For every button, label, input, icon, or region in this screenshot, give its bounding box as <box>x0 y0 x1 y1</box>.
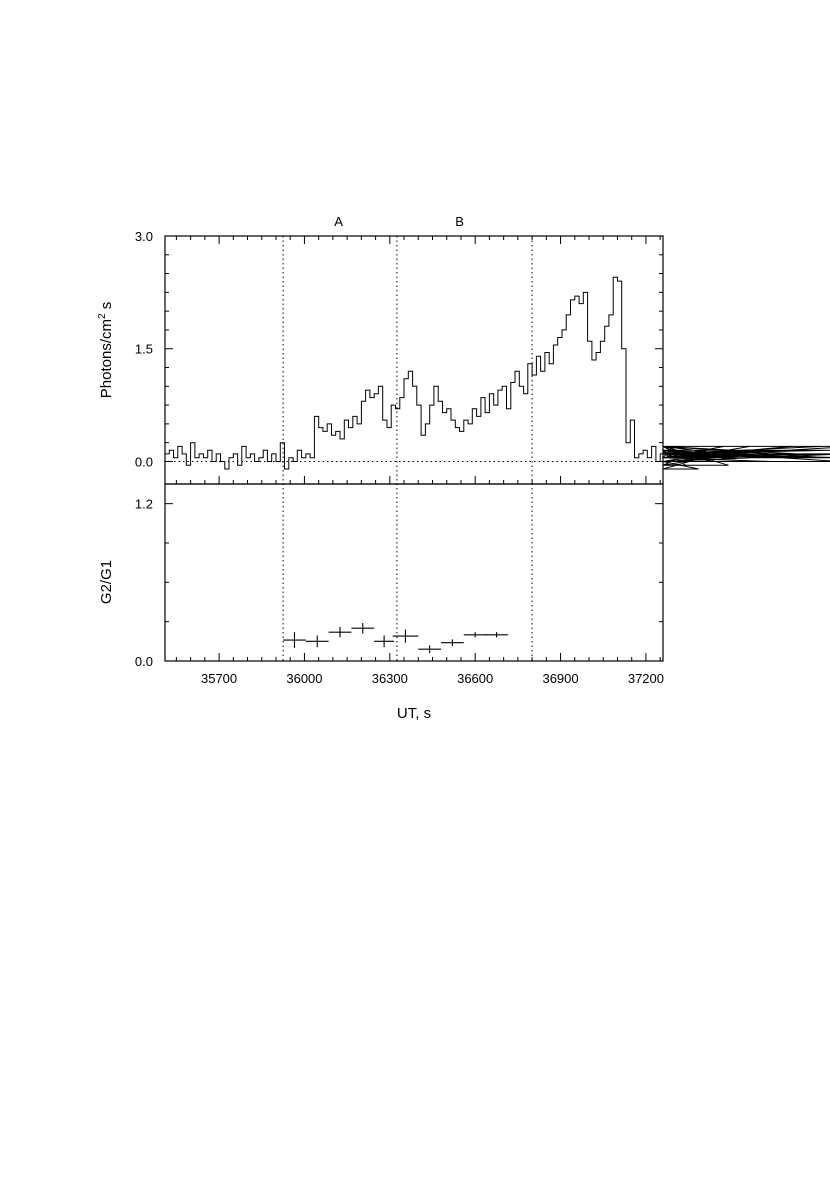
top-ytick-label-0: 0.0 <box>135 454 153 469</box>
top-panel: 0.0 1.5 3.0 <box>135 229 830 661</box>
top-ytick-label-2: 3.0 <box>135 229 153 244</box>
photon-flux-histogram <box>165 276 830 470</box>
xtick-label-4: 36900 <box>542 671 578 686</box>
interval-label-a: A <box>334 214 343 229</box>
xtick-label-5: 37200 <box>628 671 664 686</box>
interval-label-b: B <box>455 214 464 229</box>
top-ytick-label-1: 1.5 <box>135 342 153 357</box>
bottom-ytick-label-1: 1.2 <box>135 497 153 512</box>
bottom-panel: 0.0 1.2 35700 36000 36300 36600 36900 37200 <box>135 483 664 686</box>
x-axis-label: UT, s <box>397 705 431 722</box>
xtick-label-0: 35700 <box>201 671 237 686</box>
bottom-plot-frame <box>164 483 664 662</box>
top-y-axis-label-main: Photons/cm <box>98 319 115 398</box>
top-plot-frame <box>164 235 664 485</box>
top-y-axis-label-sup: 2 <box>97 313 108 319</box>
bottom-ytick-label-0: 0.0 <box>135 654 153 669</box>
bottom-y-axis-label: G2/G1 <box>98 560 115 604</box>
xtick-label-3: 36600 <box>457 671 493 686</box>
xtick-label-1: 36000 <box>286 671 322 686</box>
top-y-axis-label-tail: s <box>98 302 115 314</box>
xtick-label-2: 36300 <box>372 671 408 686</box>
top-y-axis-label: Photons/cm2 s <box>97 302 115 398</box>
